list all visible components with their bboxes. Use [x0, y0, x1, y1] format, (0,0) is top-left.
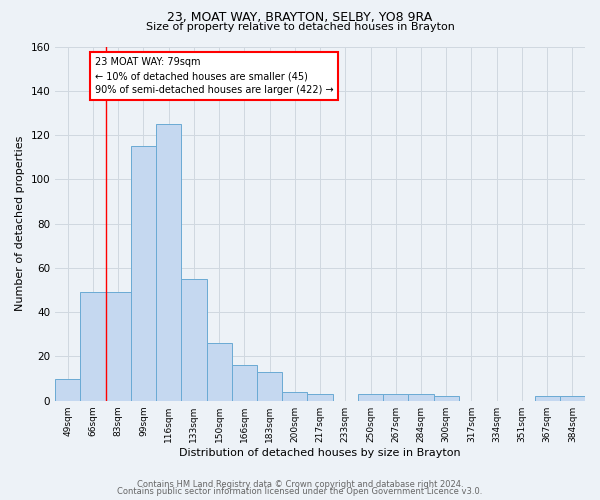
Bar — [409, 394, 434, 400]
Bar — [434, 396, 459, 400]
Bar — [358, 394, 383, 400]
Bar — [55, 378, 80, 400]
Text: Contains HM Land Registry data © Crown copyright and database right 2024.: Contains HM Land Registry data © Crown c… — [137, 480, 463, 489]
Bar — [383, 394, 409, 400]
Bar — [535, 396, 560, 400]
X-axis label: Distribution of detached houses by size in Brayton: Distribution of detached houses by size … — [179, 448, 461, 458]
Text: 23 MOAT WAY: 79sqm
← 10% of detached houses are smaller (45)
90% of semi-detache: 23 MOAT WAY: 79sqm ← 10% of detached hou… — [95, 57, 334, 95]
Y-axis label: Number of detached properties: Number of detached properties — [15, 136, 25, 312]
Bar — [282, 392, 307, 400]
Text: Contains public sector information licensed under the Open Government Licence v3: Contains public sector information licen… — [118, 487, 482, 496]
Bar — [181, 279, 206, 400]
Bar — [206, 343, 232, 400]
Bar — [80, 292, 106, 401]
Text: 23, MOAT WAY, BRAYTON, SELBY, YO8 9RA: 23, MOAT WAY, BRAYTON, SELBY, YO8 9RA — [167, 11, 433, 24]
Bar — [131, 146, 156, 401]
Text: Size of property relative to detached houses in Brayton: Size of property relative to detached ho… — [146, 22, 454, 32]
Bar — [156, 124, 181, 400]
Bar — [232, 366, 257, 400]
Bar — [257, 372, 282, 400]
Bar — [106, 292, 131, 401]
Bar — [307, 394, 332, 400]
Bar — [560, 396, 585, 400]
